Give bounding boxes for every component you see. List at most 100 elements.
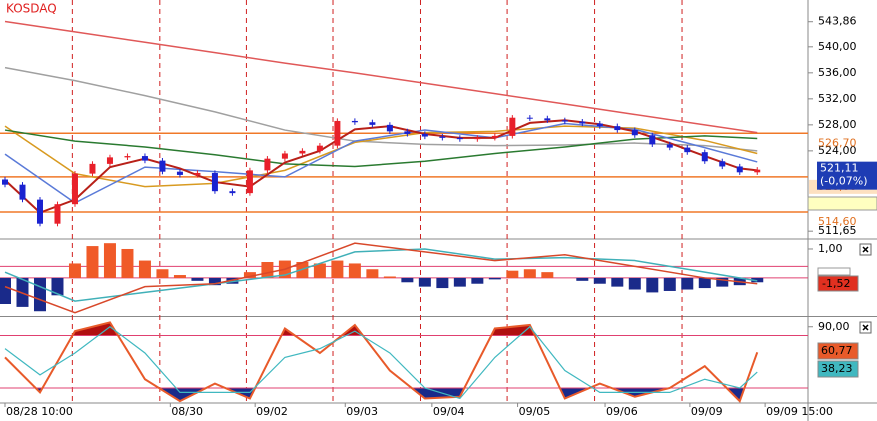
x-tick-label: 09/09 15:00 [766,405,833,418]
histogram-bar [68,263,81,278]
last-value-label: 38,23 [821,362,853,375]
candle-body [176,171,183,175]
candle-body [159,160,166,172]
candle-body [736,166,743,173]
candle-body [229,191,236,194]
histogram-bar [716,277,729,287]
histogram-bar [313,263,326,278]
histogram-bar [208,277,221,286]
histogram-bar [348,263,361,278]
candle-body [2,179,8,185]
candle-body [124,156,131,158]
moving-average-line [4,20,758,134]
candle-body [36,199,43,224]
candle-body [281,153,288,159]
histogram-bar [646,277,659,293]
close-button[interactable] [859,321,872,334]
candle-body [19,184,26,200]
candle-body [141,156,148,161]
candle-body [89,163,96,174]
histogram-bar [523,269,536,278]
y-tick-label: 536,00 [818,66,857,79]
y-tick-label: 1,00 [818,242,843,255]
oscillator-line [4,321,759,403]
histogram-bar [593,277,606,284]
zone-fill [5,322,758,336]
x-tick-label: 09/05 [519,405,551,418]
candle-body [561,120,568,122]
candle-body [596,123,603,127]
last-price-box [817,161,877,190]
last-change-label: (-0,07%) [820,175,868,188]
x-tick-label: 09/09 [691,405,723,418]
candle-body [334,120,341,146]
histogram-bar [383,276,396,278]
price-level-label: 526,70 [818,136,857,149]
y-tick-label: 511,65 [818,224,857,237]
candle-body [246,170,253,194]
moving-average-line [4,122,758,204]
x-tick-label: 09/03 [346,405,378,418]
histogram-bar [86,246,99,278]
last-value-box [817,342,859,360]
chart-title: KOSDAQ [6,2,57,16]
oscillator-line [4,325,758,400]
candle-body [264,158,271,171]
candle-body [421,133,428,137]
candle-body [456,137,463,140]
candle-body [404,131,411,134]
histogram-bar [156,269,169,278]
candle-body [299,150,306,154]
histogram-bar [173,275,186,278]
y-tick-label: 532,00 [818,92,857,105]
histogram-bar [663,277,676,291]
candle-body [754,169,761,173]
side-box [807,196,877,211]
candle-body [491,135,498,138]
last-value-label: -1,52 [822,277,850,290]
histogram-bar [0,277,11,304]
candle-body [351,120,358,123]
y-tick-label: 90,00 [818,320,850,333]
histogram-bar [51,277,64,296]
candle-body [211,172,218,192]
candle-body [439,136,446,138]
candle-body [666,144,673,148]
candle-body [631,130,638,136]
candle-body [54,204,61,224]
histogram-bar [33,277,46,312]
candle-body [474,137,481,140]
candle-body [684,147,691,153]
candle-body [194,172,201,175]
x-tick-label: 08/28 10:00 [6,405,73,418]
last-price-label: 521,11 [820,162,859,175]
candle-body [579,121,586,124]
histogram-bar [698,277,711,289]
candle-body [649,135,656,145]
x-tick-label: 08/30 [171,405,203,418]
histogram-bar [576,277,589,281]
last-value-label: 60,77 [821,344,853,357]
candle-body [614,126,621,131]
histogram-bar [261,262,274,278]
histogram-bar [366,269,379,278]
candle-body [544,118,551,121]
candle-body [106,157,113,164]
candle-body [719,161,726,167]
histogram-bar [488,277,501,280]
candle-body [316,145,323,151]
x-tick-label: 09/04 [433,405,465,418]
histogram-bar [121,248,134,278]
moving-average-line [4,66,758,152]
moving-average-line [4,125,758,188]
candle-body [526,117,533,119]
side-box [817,267,851,276]
histogram-bar [506,270,519,278]
histogram-bar [138,260,151,278]
histogram-bar [331,260,344,278]
indicator-line [4,248,758,302]
candle-body [386,124,393,132]
close-button[interactable] [859,243,872,256]
